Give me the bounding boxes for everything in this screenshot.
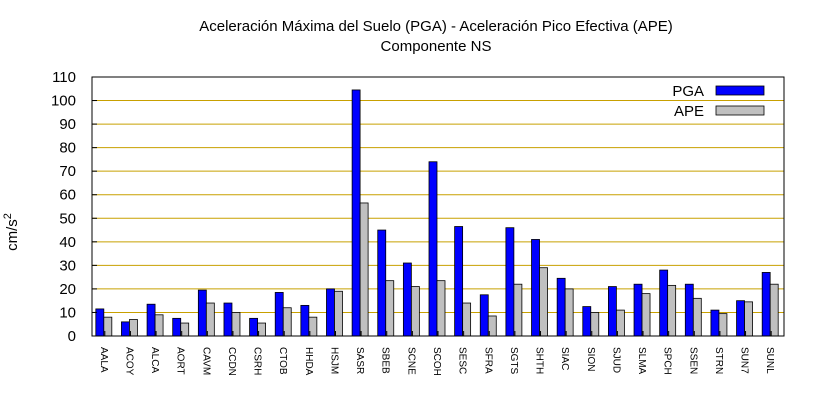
bar-pga	[223, 302, 233, 337]
bar-pga	[659, 269, 669, 337]
x-tick-label: AALA	[98, 347, 109, 373]
bar-ape	[513, 283, 523, 337]
bar-ape	[744, 301, 753, 337]
x-tick-label: SBEB	[380, 347, 391, 374]
bar-pga	[197, 289, 207, 337]
x-tick-label: SIAC	[559, 347, 570, 370]
x-ticks: AALA ACOY ALCA AORT CAVM CCDN CSRH CTOB HHDA HSJM…	[98, 331, 775, 376]
x-tick-label: SHTH	[534, 347, 545, 374]
bar-pga	[633, 283, 643, 337]
bar-ape	[641, 293, 651, 337]
y-axis-label: cm/s2	[2, 213, 21, 251]
y-tick-label: 60	[59, 187, 76, 204]
legend-swatch	[715, 105, 765, 116]
x-tick-label: SUN7	[739, 347, 750, 374]
x-tick-label: SUNL	[764, 347, 775, 374]
bar-ape	[667, 284, 677, 337]
bar-ape	[334, 290, 343, 337]
bar-ape	[564, 288, 574, 337]
x-tick-label: CAVM	[200, 347, 211, 375]
bar-ape	[769, 283, 779, 337]
y-tick-label: 30	[59, 257, 76, 274]
x-tick-label: ALCA	[149, 347, 160, 373]
x-tick-label: AORT	[175, 347, 186, 375]
bar-pga	[736, 300, 745, 337]
bar-pga	[505, 227, 515, 337]
bar-pga	[428, 161, 438, 337]
bar-ape	[436, 280, 446, 337]
y-tick-label: 40	[59, 234, 76, 251]
bar-ape	[359, 202, 369, 337]
bar-pga	[95, 308, 105, 337]
bar-ape	[692, 297, 702, 337]
x-tick-label: SSEN	[687, 347, 698, 374]
bars	[95, 89, 779, 337]
bar-pga	[351, 89, 361, 337]
y-tick-label: 90	[59, 116, 76, 133]
bar-pga	[684, 283, 694, 337]
bar-pga	[454, 226, 464, 337]
x-tick-label: SJUD	[610, 347, 621, 373]
gridlines	[92, 100, 784, 313]
bar-pga	[249, 317, 258, 337]
y-tick-label: 10	[59, 304, 76, 321]
bar-pga	[710, 309, 720, 337]
y-ticks: 0 10 20 30 40 50 60 70 80 90 100 110	[51, 69, 97, 345]
x-tick-label: SION	[585, 347, 596, 371]
x-tick-label: CTOB	[277, 347, 288, 375]
y-tick-label: 20	[59, 281, 76, 298]
x-tick-label: STRN	[713, 347, 724, 374]
x-tick-label: SCOH	[431, 347, 442, 376]
y-axis-label-exponent: 2	[2, 213, 14, 219]
x-tick-label: SPCH	[662, 347, 673, 375]
x-tick-label: SFRA	[482, 347, 493, 374]
legend: PGA APE	[672, 83, 765, 120]
bar-pga	[761, 272, 771, 337]
x-tick-label: SCNE	[405, 347, 416, 375]
y-tick-label: 100	[51, 93, 76, 110]
x-tick-label: SLMA	[636, 347, 647, 375]
bar-pga	[479, 294, 489, 337]
legend-label: APE	[674, 103, 704, 120]
bar-ape	[539, 267, 548, 337]
bar-ape	[410, 286, 420, 337]
bar-pga	[274, 292, 284, 337]
bar-pga	[556, 277, 566, 337]
y-tick-label: 80	[59, 140, 76, 157]
x-tick-label: HHDA	[303, 347, 314, 376]
x-tick-label: SASR	[354, 347, 365, 374]
legend-swatch	[715, 85, 765, 96]
x-tick-label: CSRH	[252, 347, 263, 375]
y-axis-label-unit: cm/s	[4, 219, 21, 251]
x-tick-label: CCDN	[226, 347, 237, 376]
bar-pga	[402, 262, 412, 337]
x-tick-label: SESC	[457, 347, 468, 374]
x-tick-label: ACOY	[123, 347, 134, 376]
y-tick-label: 70	[59, 163, 76, 180]
bar-pga	[608, 286, 617, 337]
legend-label: PGA	[672, 83, 704, 100]
bar-pga	[172, 317, 182, 337]
bar-ape	[385, 280, 395, 337]
y-tick-label: 50	[59, 210, 76, 227]
y-tick-label: 0	[68, 328, 76, 345]
bar-pga	[300, 304, 310, 337]
x-tick-label: SGTS	[508, 347, 519, 375]
chart-subtitle: Componente NS	[381, 38, 492, 55]
bar-pga	[582, 306, 592, 337]
bar-pga	[146, 303, 156, 337]
bar-pga	[121, 321, 130, 337]
bar-pga	[326, 288, 335, 337]
y-axis-label-group: cm/s2	[2, 213, 21, 251]
bar-pga	[531, 239, 540, 337]
x-tick-label: HSJM	[328, 347, 339, 374]
chart-title: Aceleración Máxima del Suelo (PGA) - Ace…	[199, 18, 673, 35]
bar-pga	[377, 229, 387, 337]
y-tick-label: 110	[52, 69, 76, 86]
